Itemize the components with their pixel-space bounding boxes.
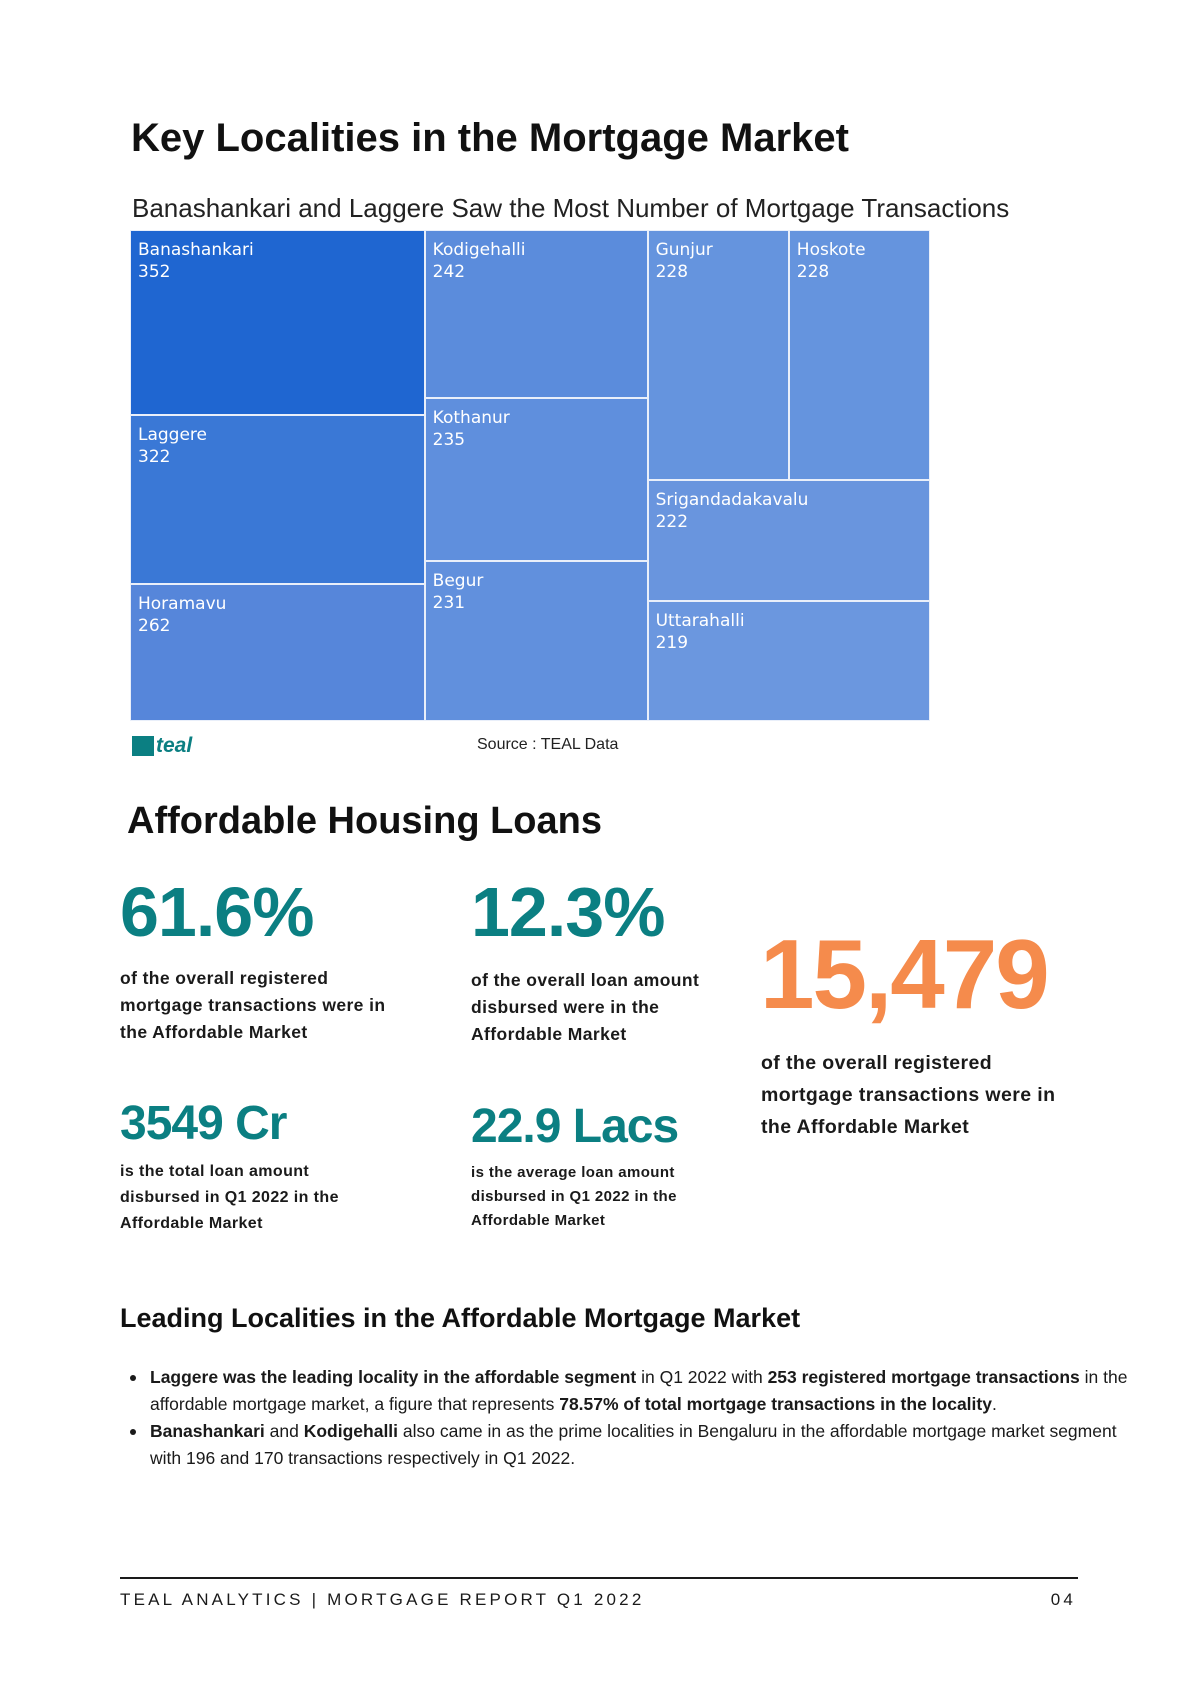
tile-value: 262 <box>138 615 171 636</box>
tile-label: Begur <box>432 570 484 591</box>
tile-label: Kothanur <box>432 407 510 428</box>
treemap-tile-kothanur: Kothanur 235 <box>424 397 648 561</box>
stat-desc-loan-pct: of the overall loan amount disbursed wer… <box>471 970 700 1044</box>
stat-desc-registered-pct: of the overall registered mortgage trans… <box>120 968 386 1042</box>
tile-label: Kodigehalli <box>432 240 526 260</box>
treemap-tile-laggere: Laggere 322 <box>130 414 425 584</box>
tile-value: 322 <box>138 446 171 467</box>
treemap-tile-uttarahalli: Uttarahalli 219 <box>647 601 930 721</box>
treemap-tile-hoskote: Hoskote 228 <box>788 230 930 480</box>
tile-value: 228 <box>796 262 830 282</box>
tile-label: Gunjur <box>655 240 713 260</box>
treemap-tile-kodigehalli: Kodigehalli 242 <box>424 230 648 398</box>
stat-value-total-loan: 3549 Cr <box>120 1097 287 1150</box>
tile-value: 352 <box>138 262 171 282</box>
treemap-tile-gunjur: Gunjur 228 <box>647 230 789 480</box>
page-number: 04 <box>1050 1590 1076 1609</box>
tile-value: 228 <box>655 262 689 282</box>
bullet-item: Laggere was the leading locality in the … <box>130 1364 1130 1418</box>
tile-label: Laggere <box>138 424 208 445</box>
stat-desc-total-loan: is the total loan amount disbursed in Q1… <box>120 1163 339 1232</box>
tile-value: 222 <box>655 511 689 532</box>
page-title: Key Localities in the Mortgage Market <box>131 116 849 160</box>
leading-bullets: Laggere was the leading locality in the … <box>120 1364 1130 1472</box>
stat-value-transactions: 15,479 <box>760 919 1050 1029</box>
footer-divider <box>120 1577 1078 1579</box>
stat-value-registered-pct: 61.6% <box>120 873 314 951</box>
tile-label: Horamavu <box>138 593 227 614</box>
treemap-tile-banashankari: Banashankari 352 <box>130 230 425 415</box>
footer-text: TEAL ANALYTICS | MORTGAGE REPORT Q1 2022 <box>120 1590 645 1609</box>
treemap-tile-horamavu: Horamavu 262 <box>130 583 425 721</box>
stat-value-loan-pct: 12.3% <box>471 873 665 951</box>
tile-value: 242 <box>432 262 466 282</box>
treemap-chart: Banashankari 352 Laggere 322 Horamavu 262 Kodi… <box>130 230 1010 760</box>
tile-value: 235 <box>432 429 466 450</box>
affordable-heading: Affordable Housing Loans <box>127 800 602 842</box>
tile-label: Srigandadakavalu <box>655 489 809 510</box>
stat-desc-transactions: of the overall registered mortgage trans… <box>761 1052 1056 1138</box>
treemap-tile-begur: Begur 231 <box>424 560 648 721</box>
chart-title: Banashankari and Laggere Saw the Most Nu… <box>132 193 1010 223</box>
leading-heading: Leading Localities in the Affordable Mor… <box>120 1303 801 1333</box>
stat-desc-avg-loan: is the average loan amount disbursed in … <box>471 1164 677 1229</box>
teal-logo-square <box>132 736 154 756</box>
chart-source: Source : TEAL Data <box>477 736 619 753</box>
treemap-tile-srigandadakavalu: Srigandadakavalu 222 <box>647 479 930 602</box>
tile-label: Hoskote <box>796 240 866 260</box>
teal-logo-text: teal <box>156 734 193 757</box>
tile-label: Banashankari <box>138 240 254 260</box>
bullet-item: Banashankari and Kodigehalli also came i… <box>130 1418 1130 1472</box>
stat-value-avg-loan: 22.9 Lacs <box>471 1100 679 1153</box>
tile-value: 219 <box>655 633 689 654</box>
tile-label: Uttarahalli <box>655 611 745 632</box>
tile-value: 231 <box>432 592 466 613</box>
teal-logo: teal <box>132 734 192 758</box>
